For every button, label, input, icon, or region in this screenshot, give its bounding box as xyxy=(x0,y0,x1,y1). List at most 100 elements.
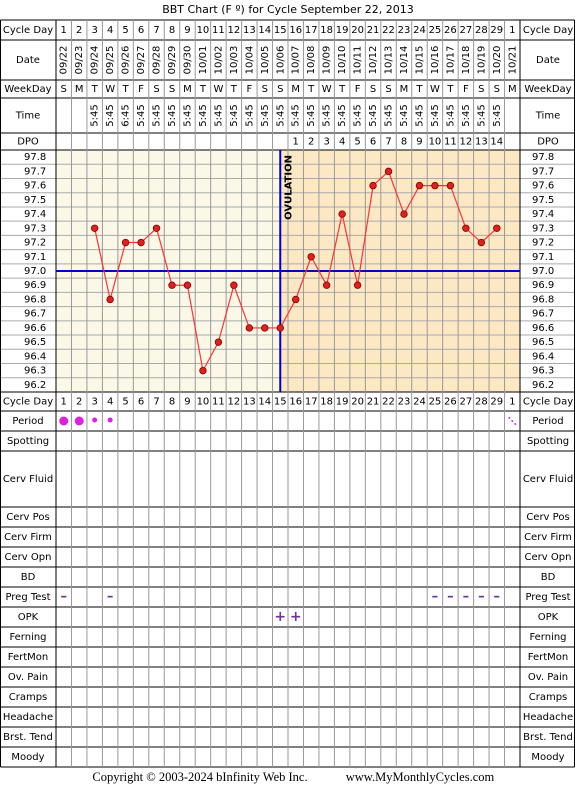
row-label: Ferning xyxy=(9,632,46,643)
weekday: S xyxy=(277,84,283,95)
y-tick-label: 96.9 xyxy=(532,280,554,291)
y-tick-label: 97.5 xyxy=(532,195,554,206)
opk: + xyxy=(274,609,286,625)
temperature-point xyxy=(230,281,238,289)
cycle-day: 16 xyxy=(289,397,302,408)
row-label: OPK xyxy=(538,612,559,623)
temperature-point xyxy=(415,181,424,190)
y-tick-label: 97.1 xyxy=(532,252,554,263)
cycle-day: 15 xyxy=(274,25,287,36)
row-label: DPO xyxy=(17,137,39,148)
time: 5:45 xyxy=(213,104,224,126)
cycle-day: 7 xyxy=(153,25,159,36)
cycle-day: 2 xyxy=(76,25,82,36)
cycle-day: 5 xyxy=(122,397,128,408)
temperature-point xyxy=(400,210,408,218)
y-tick-label: 96.4 xyxy=(532,351,554,362)
cycle-day: 21 xyxy=(367,25,380,36)
temperature-point xyxy=(292,295,300,304)
dpo: 9 xyxy=(416,137,422,148)
row-label: Ferning xyxy=(529,632,566,643)
row-label: Cramps xyxy=(529,692,568,703)
y-tick-label: 97.3 xyxy=(24,223,46,234)
row-label: Date xyxy=(16,55,40,66)
y-tick-label: 97.4 xyxy=(24,209,46,220)
y-tick-label: 96.3 xyxy=(532,366,554,377)
row-label: Period xyxy=(12,416,43,427)
weekday: S xyxy=(169,84,175,95)
dpo: 3 xyxy=(323,137,329,148)
weekday: T xyxy=(122,84,130,95)
weekday: S xyxy=(478,84,484,95)
period-heavy xyxy=(59,416,69,426)
date: 10/07 xyxy=(291,46,302,75)
date: 10/14 xyxy=(399,46,410,75)
period-spotting xyxy=(514,423,517,425)
row-label: Time xyxy=(15,111,40,122)
date: 09/26 xyxy=(121,46,132,75)
time: 5:45 xyxy=(445,104,456,126)
time: 5:45 xyxy=(353,104,364,126)
y-tick-label: 96.5 xyxy=(532,337,554,348)
weekday: F xyxy=(246,84,252,95)
period-spotting xyxy=(508,417,511,419)
y-tick-label: 96.7 xyxy=(532,309,554,320)
dpo: 11 xyxy=(444,137,457,148)
weekday: W xyxy=(322,84,332,95)
row-label: WeekDay xyxy=(524,84,571,95)
time: 5:45 xyxy=(384,104,395,126)
date: 10/18 xyxy=(461,46,472,75)
y-tick-label: 96.6 xyxy=(24,323,46,334)
y-tick-label: 96.5 xyxy=(24,337,46,348)
temperature-point xyxy=(214,338,223,346)
chart-title: BBT Chart (F º) for Cycle September 22, … xyxy=(162,3,414,16)
cycle-day: 6 xyxy=(138,397,144,408)
y-tick-label: 96.6 xyxy=(532,323,554,334)
temperature-point xyxy=(307,253,315,261)
time: 5:45 xyxy=(322,104,333,126)
weekday: T xyxy=(199,84,207,95)
cycle-day: 17 xyxy=(305,25,318,36)
date: 09/30 xyxy=(182,46,193,75)
dpo: 6 xyxy=(370,137,376,148)
row-label: Cerv Pos xyxy=(526,512,569,523)
y-tick-label: 96.8 xyxy=(532,294,554,305)
cycle-day: 9 xyxy=(184,397,190,408)
cycle-day: 9 xyxy=(184,25,190,36)
cycle-day: 14 xyxy=(258,25,271,36)
cycle-day: 25 xyxy=(429,397,442,408)
cycle-day: 18 xyxy=(320,25,333,36)
date: 10/09 xyxy=(322,46,333,75)
date: 10/12 xyxy=(368,46,379,75)
row-label: Brst. Tend xyxy=(3,732,53,743)
row-label: DPO xyxy=(537,137,559,148)
time: 5:45 xyxy=(414,104,425,126)
date: 10/01 xyxy=(198,46,209,75)
time: 5:45 xyxy=(167,104,178,126)
cycle-day: 20 xyxy=(351,25,364,36)
row-label: Cerv Opn xyxy=(5,552,52,563)
y-tick-label: 97.6 xyxy=(532,181,554,192)
time: 5:45 xyxy=(136,104,147,126)
weekday: M xyxy=(75,84,84,95)
date: 09/24 xyxy=(90,46,101,75)
time: 5:45 xyxy=(198,104,209,126)
date: 10/21 xyxy=(507,46,518,75)
temperature-point xyxy=(353,281,362,289)
time: 6:45 xyxy=(121,104,132,126)
cycle-day: 27 xyxy=(459,25,472,36)
time: 5:45 xyxy=(182,104,193,126)
cycle-day: 2 xyxy=(76,397,82,408)
y-tick-label: 97.0 xyxy=(532,266,554,277)
y-tick-label: 97.5 xyxy=(24,195,46,206)
cycle-day: 26 xyxy=(444,397,457,408)
time: 5:45 xyxy=(306,104,317,126)
cycle-day: 11 xyxy=(212,397,225,408)
cycle-day: 4 xyxy=(107,397,113,408)
cycle-day: 17 xyxy=(305,397,318,408)
y-tick-label: 97.7 xyxy=(24,166,46,177)
row-label: Headache xyxy=(523,712,573,723)
y-tick-label: 97.4 xyxy=(532,209,554,220)
dpo: 8 xyxy=(401,137,407,148)
